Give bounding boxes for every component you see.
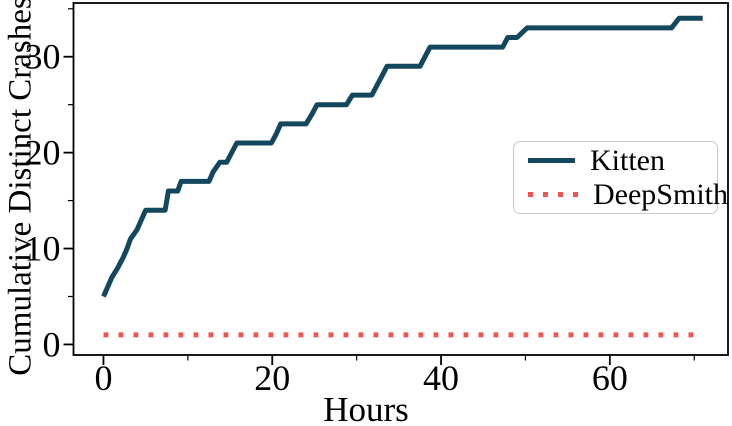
kitten-line-swatch xyxy=(528,158,575,163)
x-tick-label: 60 xyxy=(592,358,628,398)
kitten-series-line xyxy=(101,15,703,298)
deepsmith-line-swatch xyxy=(528,192,578,197)
legend-item-kitten: Kitten xyxy=(528,143,717,177)
x-tick-label: 0 xyxy=(94,358,112,398)
y-tick-label: 10 xyxy=(25,229,61,269)
plot-border xyxy=(72,2,729,356)
legend-label-kitten: Kitten xyxy=(590,143,665,177)
x-axis-label: Hours xyxy=(323,390,409,426)
legend-item-deepsmith: DeepSmith xyxy=(528,179,728,210)
y-tick-label: 0 xyxy=(43,324,61,364)
legend-label-deepsmith: DeepSmith xyxy=(593,177,728,211)
y-axis-label: Cumulative Distinct Crashes xyxy=(2,0,39,376)
y-tick-label: 20 xyxy=(25,133,61,173)
y-tick-label: 30 xyxy=(25,37,61,77)
legend: Kitten DeepSmith xyxy=(513,141,728,214)
x-tick-label: 20 xyxy=(254,358,290,398)
x-tick-label: 40 xyxy=(423,358,459,398)
